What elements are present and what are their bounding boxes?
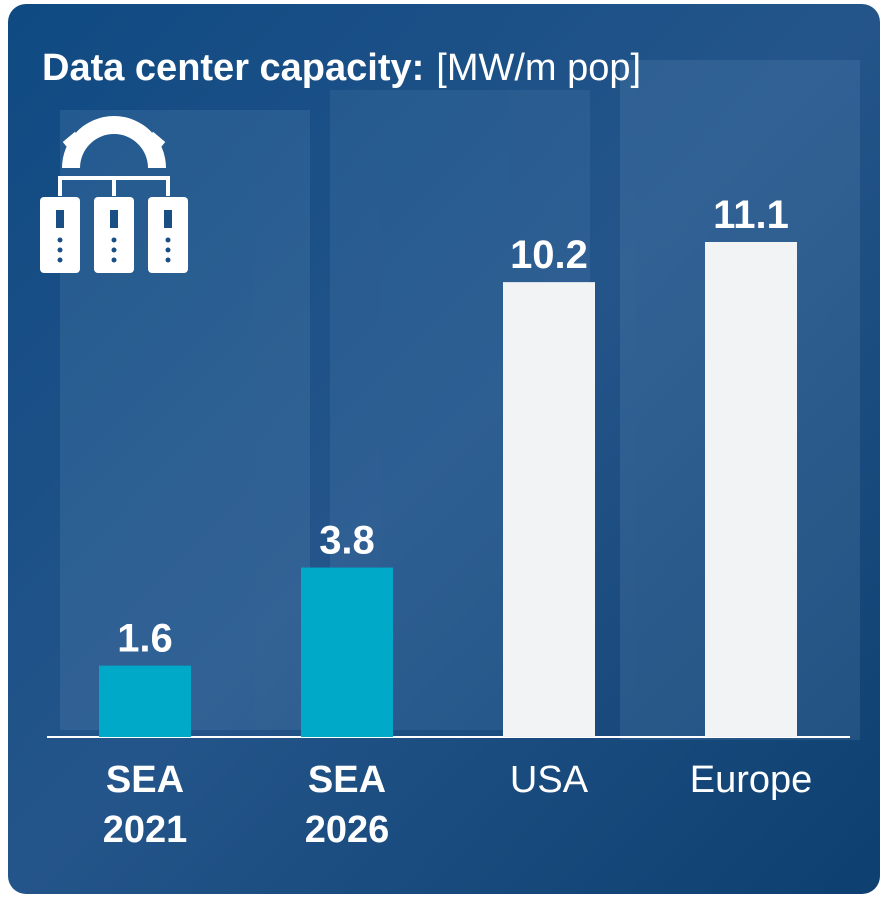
background [8,4,880,894]
title-bold: Data center capacity: [42,47,424,89]
server-icon [40,116,188,273]
value-label: 3.8 [319,519,375,563]
value-label: 11.1 [713,193,789,237]
value-label: 10.2 [510,233,588,277]
bar [99,665,191,737]
bar [503,282,595,737]
chart-title: Data center capacity: [MW/m pop] [42,47,641,89]
title-unit: [MW/m pop] [436,47,641,89]
x-tick-label: SEA 2021 [103,759,188,851]
x-tick-label: USA [510,759,589,801]
bar [705,242,797,737]
value-label: 1.6 [117,617,173,661]
bar [301,567,393,737]
x-tick-label: Europe [690,759,813,801]
x-tick-label: SEA 2026 [305,759,390,851]
